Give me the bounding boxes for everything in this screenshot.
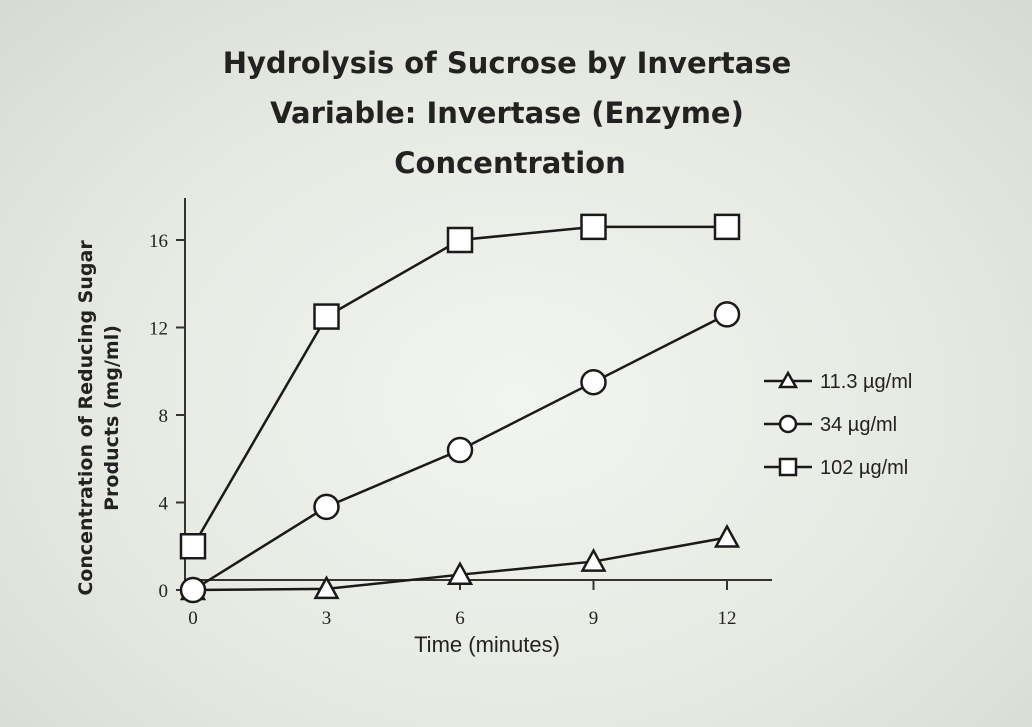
chart-title-line-1: Hydrolysis of Sucrose by Invertase — [223, 46, 792, 80]
data-point-square — [446, 226, 474, 254]
data-point-circle — [713, 301, 741, 328]
legend-marker-square — [778, 457, 798, 477]
y-tick-label: 12 — [149, 319, 168, 340]
data-point-circle — [179, 576, 207, 604]
series-square-group — [179, 213, 741, 560]
chart-title-line-3: Concentration — [394, 146, 625, 180]
y-axis-ticks: 0 4 8 12 16 — [149, 231, 185, 602]
data-point-square — [313, 303, 340, 330]
legend-item: 11.3 µg/ml — [764, 370, 912, 393]
chart-title-line-2: Variable: Invertase (Enzyme) — [270, 96, 744, 130]
series-square-line — [191, 225, 727, 547]
data-point-circle — [580, 368, 607, 396]
y-axis-title-line-2: Products (mg/ml) — [101, 325, 123, 511]
series-layer — [179, 213, 741, 604]
x-tick-label: 9 — [589, 608, 599, 629]
legend-item: 102 µg/ml — [764, 457, 908, 479]
x-tick-label: 0 — [188, 608, 198, 629]
data-point-circle — [313, 493, 340, 521]
x-tick-label: 12 — [718, 608, 737, 629]
data-point-circle — [446, 436, 474, 464]
data-point-triangle — [446, 561, 474, 585]
legend-label: 11.3 µg/ml — [820, 371, 912, 393]
data-point-square — [179, 533, 207, 560]
y-tick-label: 0 — [159, 581, 169, 602]
legend-marker-circle — [778, 414, 798, 434]
legend-label: 34 µg/ml — [820, 414, 897, 436]
x-tick-label: 3 — [322, 608, 332, 629]
legend-label: 102 µg/ml — [820, 457, 908, 479]
legend-marker-triangle — [777, 370, 799, 389]
legend: 11.3 µg/ml 34 µg/ml 102 µg/ml — [764, 370, 912, 479]
data-point-square — [580, 213, 607, 241]
chart-title: Hydrolysis of Sucrose by Invertase Varia… — [223, 46, 792, 180]
data-point-triangle — [580, 547, 607, 572]
y-tick-label: 8 — [159, 406, 169, 427]
y-axis-title: Concentration of Reducing Sugar Products… — [75, 240, 123, 596]
y-tick-label: 4 — [159, 494, 169, 515]
y-axis-title-line-1: Concentration of Reducing Sugar — [75, 240, 97, 596]
x-tick-label: 6 — [455, 608, 465, 629]
x-axis-ticks: 0 3 6 9 12 — [188, 580, 737, 629]
legend-item: 34 µg/ml — [764, 414, 897, 436]
data-point-triangle — [313, 575, 340, 600]
x-axis-title: Time (minutes) — [414, 632, 560, 657]
series-circle-group — [179, 301, 741, 604]
data-point-square — [713, 213, 741, 241]
y-tick-label: 16 — [149, 231, 168, 252]
data-point-triangle — [713, 523, 741, 548]
